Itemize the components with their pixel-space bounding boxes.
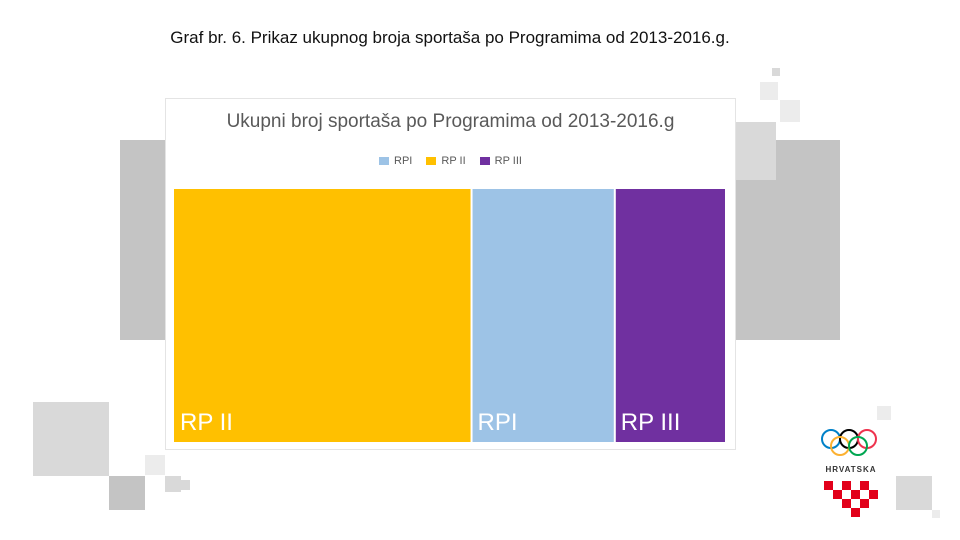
treemap-tile-label: RP II <box>180 409 233 436</box>
decor-square <box>734 122 776 180</box>
decor-square <box>120 140 165 340</box>
decor-square <box>180 480 190 490</box>
treemap-svg: RP II RPI RP III <box>174 189 725 442</box>
legend-swatch <box>479 157 490 165</box>
chart-title: Ukupni broj sportaša po Programima od 20… <box>226 111 675 132</box>
slide-title: Graf br. 6. Prikaz ukupnog broja sportaš… <box>170 28 730 47</box>
decor-square <box>772 68 780 76</box>
checker-square <box>842 499 851 508</box>
treemap: RP II RPI RP III <box>174 189 725 442</box>
decor-square <box>109 476 145 510</box>
checker-square <box>869 490 878 499</box>
decor-square <box>896 476 932 510</box>
legend-item: RP II <box>426 155 466 167</box>
checker-square <box>851 490 860 499</box>
decor-square <box>165 476 181 492</box>
olympic-committee-logo: HRVATSKA <box>815 425 887 520</box>
legend-swatch <box>379 157 390 165</box>
decor-square <box>932 510 940 518</box>
olympic-rings-icon: HRVATSKA <box>821 429 878 517</box>
decor-square <box>877 406 891 420</box>
checker-square <box>860 481 869 490</box>
legend-label: RP II <box>441 155 466 167</box>
treemap-tile-label: RP III <box>621 409 681 436</box>
treemap-tile-label: RPI <box>478 409 518 436</box>
checker-square <box>851 508 860 517</box>
legend-label: RP III <box>494 155 522 167</box>
decor-square <box>780 100 800 122</box>
olympic-ring <box>848 436 868 456</box>
decor-square <box>33 402 109 476</box>
decor-square <box>145 455 165 475</box>
chart-card: Ukupni broj sportaša po Programima od 20… <box>165 98 736 450</box>
checker-square <box>860 499 869 508</box>
treemap-tile <box>615 189 725 442</box>
legend-label: RPI <box>394 155 413 167</box>
chart-legend: RPI RP II RP III <box>166 155 735 167</box>
checker-square <box>833 490 842 499</box>
legend-item: RP III <box>479 155 522 167</box>
legend-swatch <box>426 157 437 165</box>
treemap-tile <box>174 189 471 442</box>
legend-item: RPI <box>379 155 412 167</box>
treemap-tile <box>472 189 614 442</box>
checker-square <box>842 481 851 490</box>
decor-square <box>760 82 778 100</box>
checker-square <box>824 481 833 490</box>
logo-text: HRVATSKA <box>825 465 876 474</box>
